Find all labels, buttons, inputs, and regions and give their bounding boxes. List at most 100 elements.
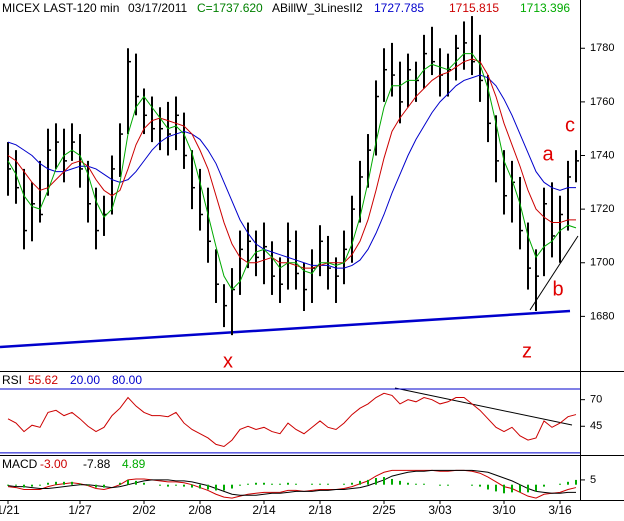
histogram-bar xyxy=(479,484,481,487)
histogram-bar xyxy=(511,484,513,493)
histogram-bar xyxy=(199,484,201,489)
histogram-bar xyxy=(103,484,105,488)
x-tick-label: 2/14 xyxy=(252,503,276,517)
histogram-bar xyxy=(503,484,505,494)
histogram-bar xyxy=(399,480,401,485)
x-tick-label: 1/21 xyxy=(0,503,20,517)
histogram-bar xyxy=(167,484,169,487)
histogram-bar xyxy=(239,484,241,486)
indicator-name: ABillW_3LinesII2 xyxy=(272,1,363,15)
histogram-bar xyxy=(247,483,249,485)
histogram-bar xyxy=(447,484,449,486)
date: 03/17/2011 xyxy=(128,1,187,15)
series-value-label: 4.89 xyxy=(122,457,146,471)
series-value-label: -7.88 xyxy=(83,457,111,471)
annotation: c xyxy=(565,114,575,136)
histogram-bar xyxy=(423,483,425,485)
histogram-bar xyxy=(215,484,217,491)
histogram-bar xyxy=(383,477,385,485)
histogram-bar xyxy=(487,484,489,490)
histogram-bar xyxy=(71,481,73,485)
rsi-trend-line xyxy=(394,387,573,426)
histogram-bar xyxy=(415,483,417,485)
histogram-bar xyxy=(39,484,41,486)
histogram-bar xyxy=(311,483,313,485)
histogram-bar xyxy=(143,482,145,485)
indicator-line xyxy=(7,469,576,496)
level-label: 80.00 xyxy=(112,373,142,387)
histogram-bar xyxy=(407,482,409,485)
histogram-bar xyxy=(231,484,233,489)
histogram-bar xyxy=(327,483,329,485)
histogram-bar xyxy=(7,484,9,486)
title: MICEX LAST-120 min xyxy=(2,1,119,15)
histogram-bar xyxy=(119,482,121,485)
histogram-bar xyxy=(95,484,97,488)
histogram-bar xyxy=(527,484,529,493)
y-tick-label: 1720 xyxy=(590,203,614,215)
histogram-bar xyxy=(471,484,473,486)
y-tick-label: 5 xyxy=(590,474,596,486)
histogram-bar xyxy=(175,484,177,486)
x-tick-label: 2/02 xyxy=(132,503,156,517)
y-tick-label: 45 xyxy=(590,420,602,432)
histogram-bar xyxy=(87,484,89,486)
level-label: 20.00 xyxy=(70,373,100,387)
series-value-label: 55.62 xyxy=(28,373,58,387)
histogram-bar xyxy=(543,484,545,487)
histogram-bar xyxy=(367,479,369,485)
x-tick-label: 1/27 xyxy=(68,503,92,517)
histogram-bar xyxy=(31,484,33,487)
histogram-bar xyxy=(263,482,265,485)
indicator-line xyxy=(7,58,576,269)
indicator-line xyxy=(7,53,577,291)
histogram-bar xyxy=(375,478,377,485)
histogram-bar xyxy=(535,484,537,492)
series-value-label: 1715.815 xyxy=(449,1,499,15)
panel-title: RSI xyxy=(2,373,22,387)
annotation: z xyxy=(522,340,532,362)
histogram-bar xyxy=(183,484,185,487)
x-tick-label: 2/18 xyxy=(308,503,332,517)
series-value-label: 1727.785 xyxy=(374,1,424,15)
histogram-bar xyxy=(439,484,441,486)
histogram-bar xyxy=(319,483,321,485)
x-tick-label: 2/25 xyxy=(372,503,396,517)
panel-title: MACD xyxy=(2,457,38,471)
x-tick-label: 3/16 xyxy=(548,503,572,517)
histogram-bar xyxy=(55,481,57,485)
annotation: a xyxy=(542,143,554,165)
histogram-bar xyxy=(207,484,209,490)
histogram-bar xyxy=(559,483,561,485)
last-price: C=1737.620 xyxy=(197,1,263,15)
y-tick-label: 70 xyxy=(590,394,602,406)
indicator-line xyxy=(7,392,577,448)
histogram-bar xyxy=(191,484,193,488)
histogram-bar xyxy=(255,482,257,485)
y-tick-label: 1700 xyxy=(590,257,614,269)
x-tick-label: 3/10 xyxy=(492,503,516,517)
histogram-bar xyxy=(575,479,577,485)
histogram-bar xyxy=(23,484,25,488)
histogram-bar xyxy=(279,483,281,485)
annotation: x xyxy=(223,350,233,372)
histogram-bar xyxy=(15,484,17,486)
indicator-line xyxy=(7,469,577,499)
histogram-bar xyxy=(391,478,393,485)
series-value-label: 1713.396 xyxy=(520,1,570,15)
histogram-bar xyxy=(567,481,569,485)
histogram-bar xyxy=(79,483,81,485)
y-tick-label: 1680 xyxy=(590,310,614,322)
x-tick-label: 2/08 xyxy=(188,503,212,517)
y-tick-label: 1780 xyxy=(590,42,614,54)
histogram-bar xyxy=(287,482,289,485)
histogram-bar xyxy=(223,484,225,491)
series-value-label: -3.00 xyxy=(40,457,68,471)
trend-line xyxy=(529,235,579,311)
histogram-bar xyxy=(359,480,361,485)
histogram-bar xyxy=(351,482,353,485)
histogram-bar xyxy=(127,479,129,485)
histogram-bar xyxy=(63,481,65,485)
histogram-bar xyxy=(159,484,161,486)
